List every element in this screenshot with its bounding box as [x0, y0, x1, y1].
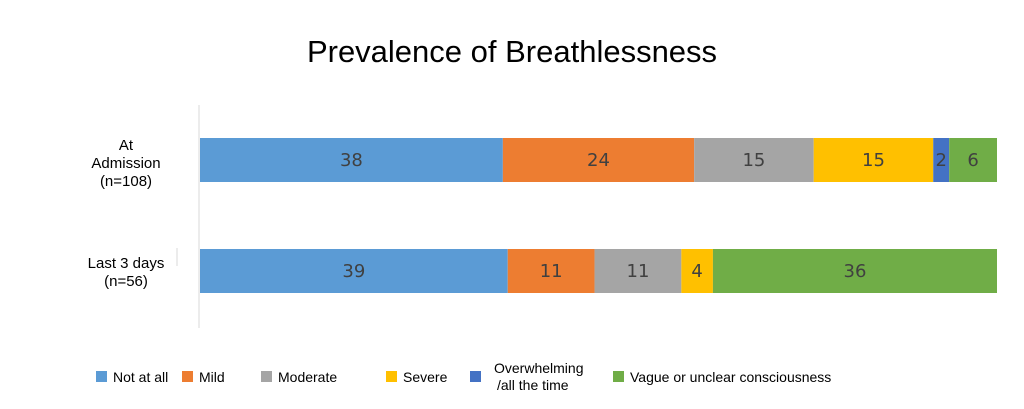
- legend-swatch: [182, 371, 193, 382]
- legend-label: Not at all: [113, 369, 168, 385]
- data-label: 39: [342, 261, 365, 282]
- data-label: 38: [340, 150, 363, 171]
- data-label: 6: [967, 150, 978, 171]
- bar-segment: [949, 138, 997, 182]
- data-label: 15: [742, 150, 765, 171]
- legend-label: Overwhelming/all the time: [494, 360, 583, 393]
- bar-segment: [813, 138, 934, 182]
- data-label: 36: [844, 261, 867, 282]
- legend-swatch: [613, 371, 624, 382]
- plot-area: 38 24 15 15 2 6 39 11 11 4 36: [200, 138, 997, 293]
- legend-label: Mild: [199, 369, 225, 385]
- data-label: 2: [935, 150, 946, 171]
- bar-segment: [200, 138, 503, 182]
- data-label: 15: [862, 150, 885, 171]
- legend-swatch: [470, 371, 481, 382]
- legend-label: Vague or unclear consciousness: [630, 369, 831, 385]
- bar-segment: [507, 249, 595, 293]
- legend: Not at all Mild Moderate Severe Overwhelming…: [96, 360, 831, 393]
- bar-segment: [681, 249, 713, 293]
- legend-swatch: [96, 371, 107, 382]
- legend-label: Moderate: [278, 369, 337, 385]
- data-label: 11: [540, 261, 563, 282]
- bar-segment: [200, 249, 508, 293]
- category-label: At Admission (n=108): [91, 137, 160, 190]
- bar-segment: [712, 249, 997, 293]
- category-label: Last 3 days (n=56): [88, 255, 165, 290]
- bar-segment: [694, 138, 814, 182]
- bar-segment: [594, 249, 682, 293]
- bar-segment: [933, 138, 950, 182]
- category-labels: At Admission (n=108) Last 3 days (n=56): [88, 137, 165, 290]
- data-label: 4: [691, 261, 702, 282]
- legend-swatch: [261, 371, 272, 382]
- bar-segment: [502, 138, 695, 182]
- legend-swatch: [386, 371, 397, 382]
- legend-label: Severe: [403, 369, 448, 385]
- data-label: 11: [627, 261, 650, 282]
- chart-title: Prevalence of Breathlessness: [307, 34, 717, 69]
- data-label: 24: [587, 150, 610, 171]
